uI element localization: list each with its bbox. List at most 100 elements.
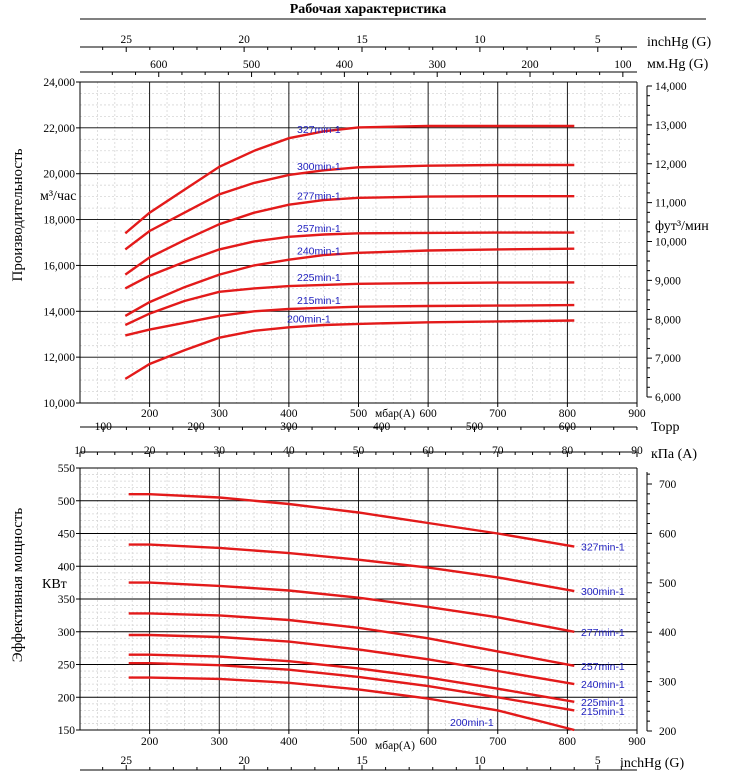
lower-left-tick-label: 500 [58, 496, 76, 508]
upper-right-tick-label: 6,000 [655, 392, 681, 404]
capacity-curve [125, 303, 575, 337]
capacity-curve [124, 163, 575, 251]
upper-x-tick-label: 300 [211, 408, 229, 420]
inchhg-top-tick-label: 10 [474, 34, 486, 46]
inchhg-top-tick-label: 5 [595, 34, 601, 46]
upper-left-tick-label: 18,000 [43, 215, 75, 227]
lower-left-tick-label: 250 [58, 660, 76, 672]
lower-x-tick-label: 900 [628, 736, 646, 748]
lower-x-tick-label: 300 [211, 736, 229, 748]
upper-left-tick-label: 24,000 [43, 77, 75, 89]
lower-right-tick-label: 200 [659, 726, 677, 738]
lower-left-tick-label: 350 [58, 594, 76, 606]
mmhg-tick-label: 400 [336, 59, 354, 71]
kpa-tick-label: 10 [74, 445, 86, 457]
capacity-series-label: 200min-1 [287, 313, 331, 325]
lower-right-tick-label: 500 [659, 578, 677, 590]
power-series-label: 200min-1 [450, 717, 494, 729]
upper-left-tick-label: 22,000 [43, 123, 75, 135]
capacity-curve [124, 247, 575, 317]
inchhg-bottom-tick-label: 15 [356, 755, 368, 767]
power-series-label: 300min-1 [581, 586, 625, 598]
lower-right-tick-label: 700 [659, 479, 677, 491]
mmhg-tick-label: 100 [614, 59, 632, 71]
power-curve [128, 543, 575, 593]
kpa-tick-label: 30 [214, 445, 226, 457]
lower-x-unit: мбар(А) [375, 740, 415, 752]
capacity-curve [124, 281, 575, 327]
power-curve [128, 633, 575, 686]
upper-left-tick-label: 14,000 [43, 306, 75, 318]
capacity-series-label: 215min-1 [297, 295, 341, 307]
kpa-tick-label: 40 [283, 445, 295, 457]
capacity-series-label: 257min-1 [297, 223, 341, 235]
lower-y-unit-left: КВт [42, 577, 67, 592]
power-curve [128, 581, 575, 633]
upper-right-tick-label: 9,000 [655, 275, 681, 287]
upper-right-tick-label: 14,000 [655, 81, 687, 93]
power-curve [128, 676, 575, 732]
upper-x-tick-label: 700 [489, 408, 507, 420]
kpa-tick-label: 70 [492, 445, 504, 457]
upper-y-unit-left: м³/час [40, 189, 76, 204]
capacity-chart: 10,000 12,000 14,000 16,000 18,000 20,000 22,0… [10, 34, 711, 435]
upper-right-tick-label: 7,000 [655, 353, 681, 365]
mmhg-unit: мм.Hg (G) [647, 57, 709, 72]
upper-left-tick-label: 16,000 [43, 260, 75, 272]
torr-tick-label: 600 [559, 421, 577, 433]
inchhg-top-tick-label: 15 [356, 34, 368, 46]
upper-x-tick-label: 900 [628, 408, 646, 420]
lower-left-tick-label: 150 [58, 725, 76, 737]
capacity-curve [124, 195, 575, 276]
capacity-series-label: 300min-1 [297, 161, 341, 173]
upper-right-tick-label: 11,000 [655, 198, 686, 210]
torr-tick-label: 200 [187, 421, 205, 433]
kpa-tick-label: 50 [353, 445, 365, 457]
upper-x-tick-label: 800 [559, 408, 577, 420]
lower-x-tick-label: 600 [420, 736, 438, 748]
upper-left-tick-label: 10,000 [43, 398, 75, 410]
upper-right-tick-label: 12,000 [655, 159, 687, 171]
chart-title: Рабочая характеристика [290, 2, 447, 17]
lower-left-tick-label: 550 [58, 463, 76, 475]
upper-x-tick-label: 500 [350, 408, 368, 420]
upper-right-tick-label: 10,000 [655, 237, 687, 249]
upper-x-tick-label: 600 [420, 408, 438, 420]
lower-right-tick-label: 300 [659, 677, 677, 689]
torr-tick-label: 300 [280, 421, 298, 433]
upper-y-unit-right: фут³/мин [655, 219, 709, 234]
upper-y-label: Производительность [10, 148, 26, 281]
upper-right-tick-label: 13,000 [655, 120, 687, 132]
torr-tick-label: 500 [466, 421, 484, 433]
inchhg-top-tick-label: 20 [238, 34, 250, 46]
lower-right-tick-label: 600 [659, 528, 677, 540]
lower-x-tick-label: 700 [489, 736, 507, 748]
lower-x-tick-label: 500 [350, 736, 368, 748]
lower-left-tick-label: 300 [58, 627, 76, 639]
power-series-label: 240min-1 [581, 679, 625, 691]
upper-x-tick-label: 400 [280, 408, 298, 420]
kpa-tick-label: 60 [422, 445, 434, 457]
power-curve [128, 612, 575, 667]
power-chart: 1502002503003504004505005502003004005006… [10, 445, 697, 771]
kpa-tick-label: 20 [144, 445, 156, 457]
inchhg-top-tick-label: 25 [120, 34, 132, 46]
lower-x-tick-label: 400 [280, 736, 298, 748]
kpa-unit: кПа (A) [651, 447, 697, 462]
capacity-curve [124, 319, 575, 380]
kpa-tick-label: 80 [562, 445, 574, 457]
capacity-curve [124, 124, 575, 235]
capacity-series-label: 225min-1 [297, 272, 341, 284]
capacity-series-label: 277min-1 [297, 191, 341, 203]
inchhg-top-unit: inchHg (G) [647, 35, 711, 50]
upper-left-tick-label: 12,000 [43, 352, 75, 364]
power-series-label: 225min-1 [581, 697, 625, 709]
power-curve [128, 653, 575, 703]
inchhg-bottom-tick-label: 25 [120, 755, 132, 767]
torr-tick-label: 400 [373, 421, 391, 433]
power-curve [128, 662, 575, 712]
lower-left-tick-label: 450 [58, 529, 76, 541]
upper-right-tick-label: 8,000 [655, 314, 681, 326]
power-series-label: 277min-1 [581, 627, 625, 639]
